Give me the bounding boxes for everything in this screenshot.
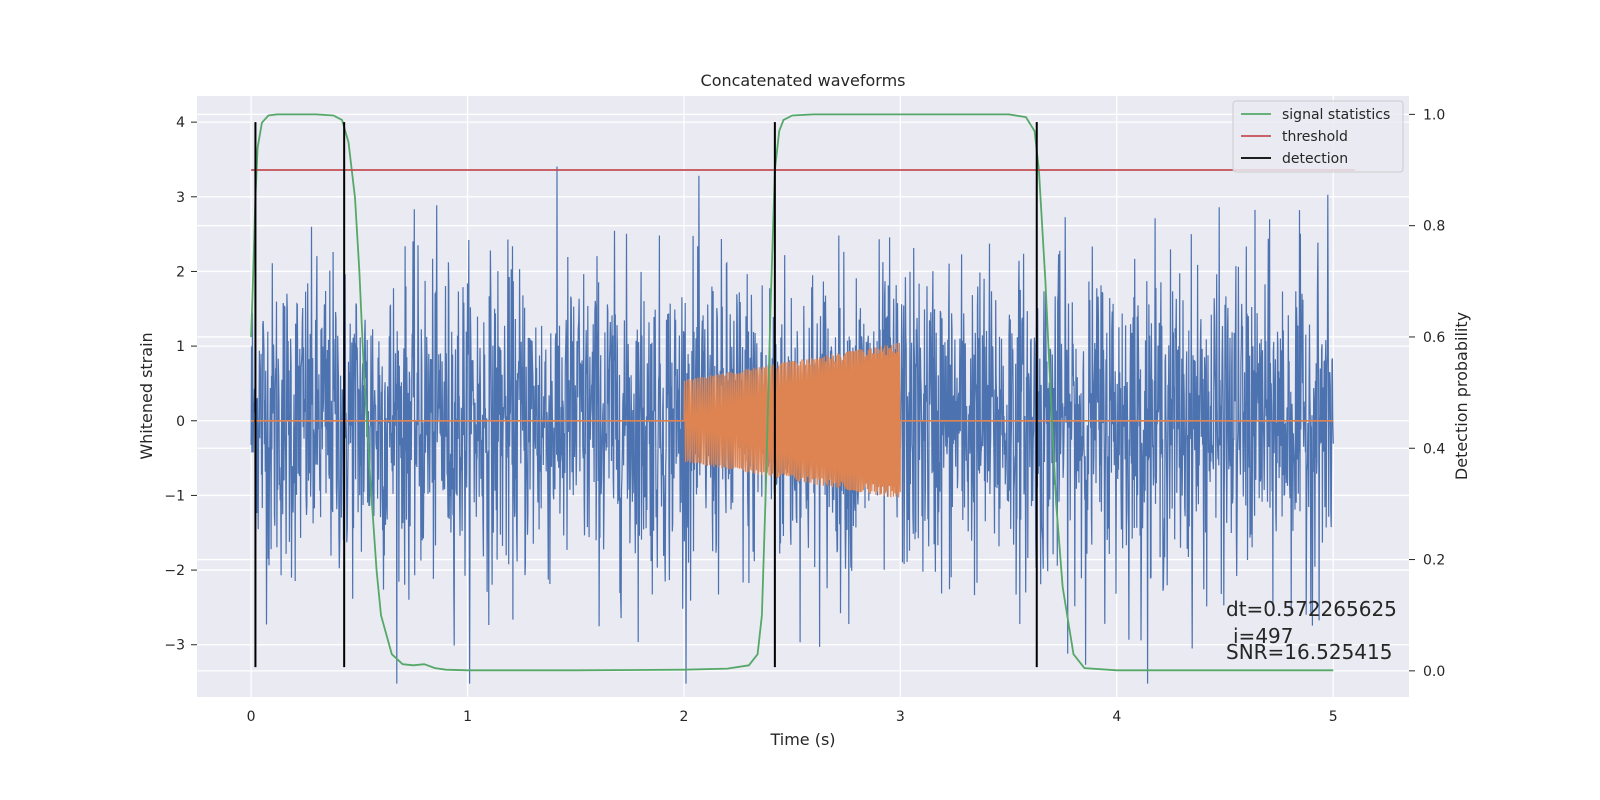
y-axis-label: Whitened strain [137, 332, 156, 459]
x-tick-label: 5 [1329, 709, 1338, 725]
legend-box [1232, 100, 1404, 173]
y-tick-label: 1 [176, 339, 185, 355]
y-tick-label: 3 [176, 190, 185, 206]
y-tick-label: 4 [176, 115, 185, 131]
y-right-tick-label: 0.2 [1423, 553, 1445, 569]
y-tick-label: −2 [164, 563, 185, 579]
y-tick-label: −1 [164, 488, 185, 504]
y-right-tick-label: 0.0 [1423, 664, 1445, 680]
legend-label-detection: detection [1282, 151, 1348, 167]
x-tick-label: 2 [680, 709, 689, 725]
y-tick-label: 2 [176, 264, 185, 280]
y-right-tick-label: 0.4 [1423, 441, 1445, 457]
x-tick-label: 3 [896, 709, 905, 725]
annotation-snr: SNR=16.525415 [1226, 640, 1392, 664]
x-tick-label: 1 [463, 709, 472, 725]
x-tick-label: 4 [1112, 709, 1121, 725]
y-tick-label: 0 [176, 414, 185, 430]
y-tick-label: −3 [164, 638, 185, 654]
signal-statistics-line [250, 113, 1334, 672]
y-axis-right-label: Detection probability [1452, 312, 1471, 480]
y-right-tick-label: 0.6 [1423, 330, 1445, 346]
x-tick-label: 0 [247, 709, 256, 725]
annotation-dt: dt=0.572265625 [1226, 597, 1397, 621]
legend: signal statistics threshold detection [1232, 100, 1404, 173]
annotation-i: i=497 [1233, 624, 1294, 648]
x-axis-label: Time (s) [769, 730, 835, 749]
legend-label-signal-statistics: signal statistics [1282, 107, 1390, 123]
signal-layer [251, 342, 1334, 498]
ticks-layer: 0 1 2 3 4 5 −3 −2 −1 0 1 2 3 4 0.0 0.2 0.4 0.6 0.8 1.0 [164, 107, 1445, 725]
y-right-tick-label: 1.0 [1423, 107, 1445, 123]
y-right-tick-label: 0.8 [1423, 219, 1445, 235]
injected-signal-line [683, 342, 901, 498]
series-layer [250, 113, 1355, 672]
legend-label-threshold: threshold [1282, 129, 1348, 145]
chart-title: Concatenated waveforms [701, 71, 906, 90]
